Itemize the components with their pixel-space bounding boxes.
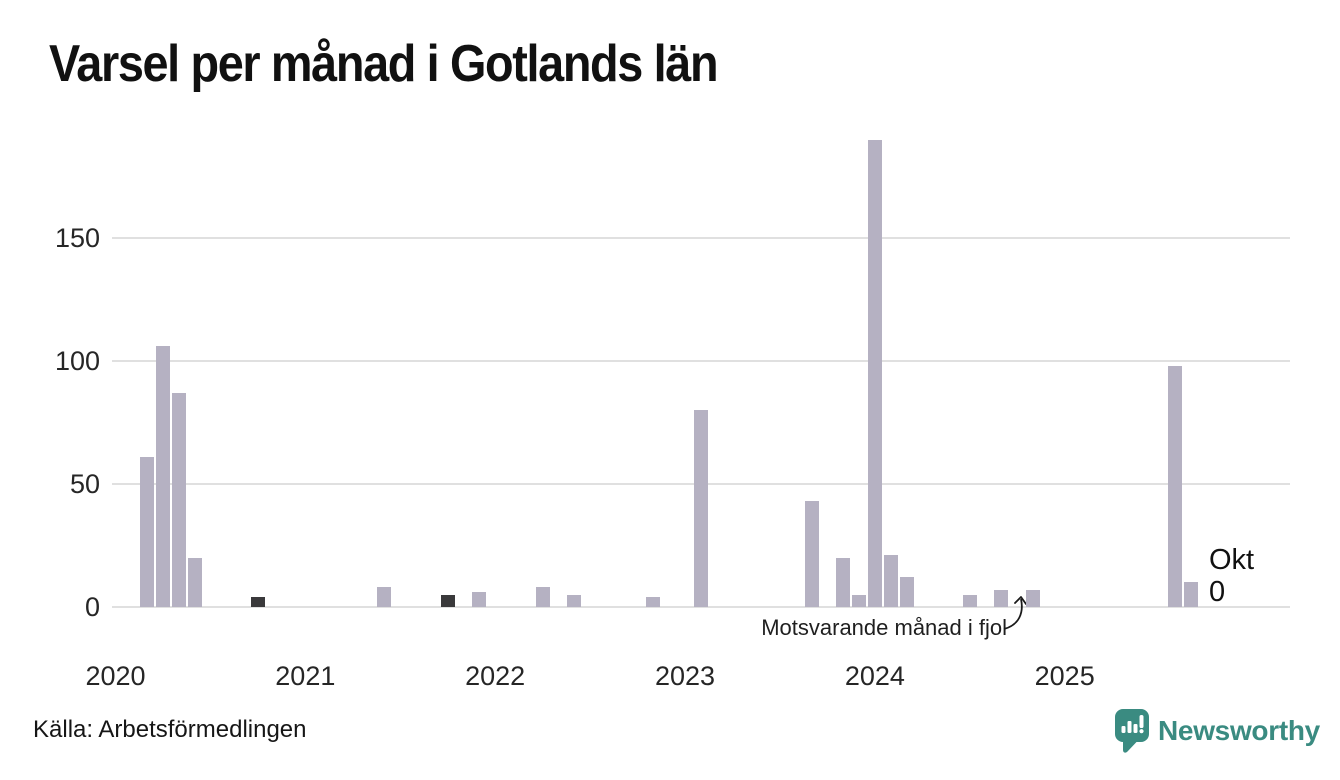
x-tick-label-2020: 2020 (85, 661, 146, 691)
bar-2023-12 (852, 595, 866, 607)
current-month-name: Okt (1209, 544, 1255, 576)
source-note: Källa: Arbetsförmedlingen (33, 716, 307, 743)
bar-2022-04 (535, 587, 550, 607)
newsworthy-logo-icon (1115, 709, 1149, 753)
x-tick-label-2021: 2021 (275, 661, 336, 691)
x-tick-label-2025: 2025 (1034, 661, 1095, 691)
bar-2021-12 (472, 592, 487, 607)
y-tick-label-150: 150 (54, 222, 100, 253)
gridline-100 (112, 359, 1290, 362)
bar-2021-06 (377, 587, 392, 607)
bar-2020-10 (250, 597, 265, 607)
bar-2024-01 (867, 140, 882, 607)
bar-2023-09 (804, 501, 819, 607)
bar-2020-04 (156, 346, 170, 607)
bar-2024-09 (994, 590, 1009, 607)
current-month-label: Okt 0 (1209, 544, 1254, 608)
y-tick-label-50: 50 (69, 468, 100, 499)
bar-2023-11 (836, 558, 851, 607)
current-month-value: 0 (1209, 576, 1226, 608)
gridline-150 (112, 236, 1290, 239)
bar-2020-06 (187, 558, 202, 607)
bar-2024-03 (899, 577, 914, 607)
curved-arrow-icon (1003, 596, 1027, 630)
chart-title: Varsel per månad i Gotlands län (49, 35, 719, 93)
bar-2022-11 (646, 597, 661, 607)
bar-2024-11 (1026, 590, 1041, 607)
bar-2020-03 (140, 457, 155, 607)
x-tick-label-2022: 2022 (465, 661, 526, 691)
newsworthy-wordmark: Newsworthy (1158, 715, 1320, 746)
bar-2022-06 (567, 595, 582, 607)
x-tick-label-2024: 2024 (844, 661, 905, 691)
bar-2020-05 (171, 393, 186, 607)
x-tick-label-2023: 2023 (654, 661, 716, 691)
y-tick-label-0: 0 (84, 591, 100, 622)
bar-2024-07 (962, 595, 977, 607)
bar-2023-02 (693, 410, 708, 607)
newsworthy-logo: Newsworthy (1115, 708, 1320, 754)
y-tick-label-100: 100 (54, 345, 100, 376)
comparison-annotation-label: Motsvarande månad i fjol (761, 615, 1007, 640)
bar-2025-09 (1184, 582, 1199, 607)
bar-2021-10 (440, 595, 455, 607)
bar-2024-02 (883, 555, 898, 607)
bar-2025-08 (1168, 366, 1183, 607)
